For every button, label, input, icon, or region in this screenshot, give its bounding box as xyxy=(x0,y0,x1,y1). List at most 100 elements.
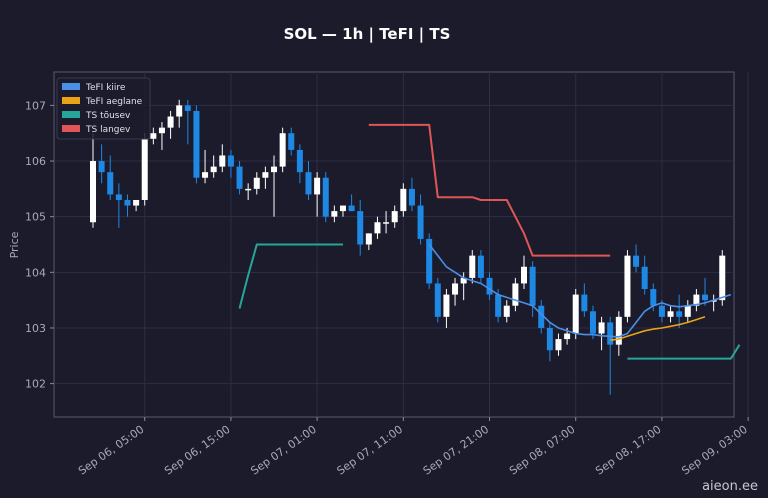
candle-body xyxy=(452,283,459,295)
candle-body xyxy=(589,311,596,334)
candle-body xyxy=(400,188,407,212)
candle-body xyxy=(546,327,553,351)
candle-body xyxy=(564,333,571,340)
candle-body xyxy=(167,116,174,128)
candle xyxy=(253,172,260,195)
candle-body xyxy=(210,166,217,173)
candle-body xyxy=(184,105,191,111)
candle xyxy=(271,155,278,217)
y-axis: 102 103 104 105 106 107 xyxy=(25,99,54,391)
candle-body xyxy=(331,211,338,217)
candle xyxy=(365,233,372,251)
candle xyxy=(434,277,441,323)
candle-body xyxy=(538,305,545,328)
candle-body xyxy=(633,255,640,267)
candle-body xyxy=(271,166,278,173)
candle xyxy=(400,183,407,217)
legend-swatch xyxy=(62,83,80,90)
candle xyxy=(262,166,269,189)
candle xyxy=(374,216,381,239)
ts-down-line xyxy=(368,123,611,257)
candle xyxy=(676,294,683,328)
candles xyxy=(90,99,726,395)
y-tick-label: 105 xyxy=(25,211,46,224)
candle-body xyxy=(288,133,295,150)
candle xyxy=(391,205,398,228)
legend-label: TeFI kiire xyxy=(85,83,126,93)
candle xyxy=(150,127,157,145)
candle xyxy=(684,300,691,323)
candle-body xyxy=(529,266,536,306)
candle xyxy=(693,289,700,312)
candle-body xyxy=(339,205,346,212)
candle-body xyxy=(357,211,364,245)
watermark: aieon.ee xyxy=(702,479,758,494)
candle xyxy=(193,105,200,184)
candle-body xyxy=(176,105,183,117)
candle xyxy=(124,194,131,217)
candle-body xyxy=(202,172,209,178)
candle xyxy=(107,155,114,200)
candle xyxy=(339,205,346,217)
candle-body xyxy=(90,161,96,223)
legend-box xyxy=(56,77,151,140)
candle-body xyxy=(133,199,140,206)
candle xyxy=(443,289,450,328)
grid xyxy=(54,72,749,417)
legend-swatch xyxy=(62,111,80,118)
candle-body xyxy=(460,277,467,284)
candle xyxy=(322,172,329,223)
candle xyxy=(572,289,579,340)
candle-body xyxy=(124,199,131,206)
candle-body xyxy=(296,149,303,173)
x-tick-label: Sep 06, 05:00 xyxy=(76,423,146,478)
candle-body xyxy=(658,305,665,317)
y-tick-label: 102 xyxy=(25,378,46,391)
candle-body xyxy=(374,222,381,234)
candle xyxy=(555,333,562,356)
legend-label: TS langev xyxy=(85,125,131,135)
candle-body xyxy=(262,172,269,178)
candle xyxy=(331,205,338,223)
candle-body xyxy=(581,294,588,312)
candle-body xyxy=(426,238,433,284)
candle xyxy=(219,144,226,173)
candle xyxy=(288,127,295,156)
y-axis-label: Price xyxy=(8,231,21,258)
plot-area xyxy=(53,71,735,418)
candle-body xyxy=(115,194,122,200)
candle xyxy=(486,272,493,301)
ts-up-line xyxy=(627,344,741,360)
candle xyxy=(98,144,105,184)
y-tick-label: 103 xyxy=(25,322,46,335)
candle-body xyxy=(667,311,674,317)
x-tick-label: Sep 09, 03:00 xyxy=(679,423,749,478)
tefi-lines xyxy=(428,244,732,341)
ts-up-line xyxy=(238,243,343,309)
candle xyxy=(90,133,96,228)
chart-title: SOL — 1h | TeFI | TS xyxy=(284,25,451,44)
legend-swatch xyxy=(62,97,80,104)
y-tick-label: 107 xyxy=(25,99,46,112)
candle-body xyxy=(486,277,493,295)
candle-body xyxy=(348,205,355,212)
candle-body xyxy=(598,322,605,334)
candle-body xyxy=(572,294,579,334)
candle-body xyxy=(702,294,709,301)
candle xyxy=(667,305,674,323)
candle-body xyxy=(676,311,683,317)
x-tick-label: Sep 07, 21:00 xyxy=(421,423,491,478)
x-tick-label: Sep 06, 15:00 xyxy=(162,423,232,478)
legend-label: TeFI aeglane xyxy=(85,97,143,107)
candle-body xyxy=(219,155,226,167)
candle xyxy=(115,183,122,228)
candle xyxy=(348,194,355,212)
x-tick-label: Sep 08, 17:00 xyxy=(593,423,663,478)
candle xyxy=(210,155,217,178)
legend: TeFI kiire TeFI aeglane TS tõusev TS langev xyxy=(56,77,151,140)
candle-body xyxy=(693,294,700,306)
candle-body xyxy=(391,211,398,223)
candle xyxy=(158,122,165,150)
candle-body xyxy=(305,172,312,195)
candle xyxy=(357,199,364,256)
